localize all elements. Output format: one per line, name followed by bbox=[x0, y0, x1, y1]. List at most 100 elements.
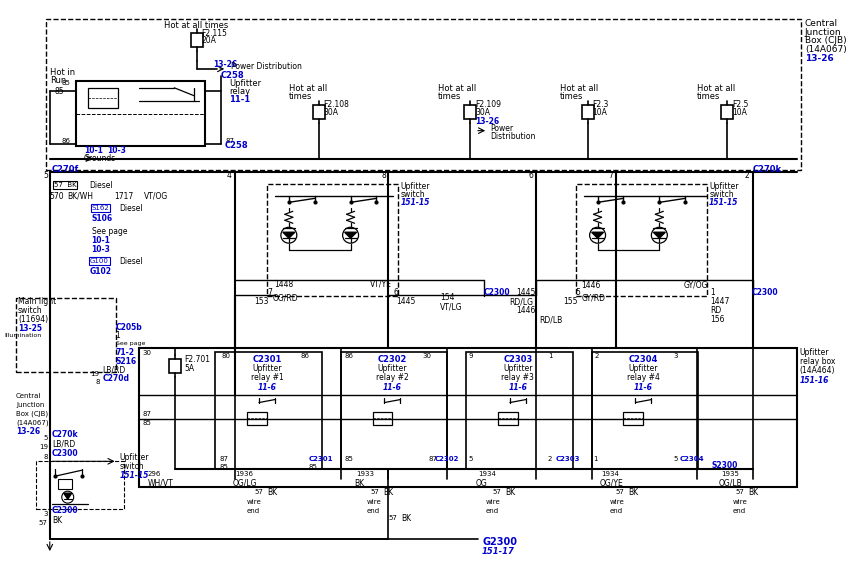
Text: 5: 5 bbox=[673, 456, 678, 462]
Text: C2301: C2301 bbox=[252, 356, 281, 364]
Text: Hot in: Hot in bbox=[50, 68, 75, 78]
Text: C2304: C2304 bbox=[679, 456, 704, 462]
Text: C270d: C270d bbox=[103, 374, 130, 383]
Text: 87: 87 bbox=[225, 138, 234, 144]
Text: (14A464): (14A464) bbox=[799, 366, 835, 375]
Text: 10-1: 10-1 bbox=[84, 146, 103, 155]
Text: F2.5: F2.5 bbox=[732, 100, 748, 109]
Text: relay #3: relay #3 bbox=[502, 373, 534, 382]
Text: Upfitter: Upfitter bbox=[229, 79, 262, 89]
Text: OG/LG: OG/LG bbox=[233, 479, 257, 488]
Text: G100: G100 bbox=[90, 258, 109, 264]
Text: 10-1: 10-1 bbox=[91, 236, 110, 245]
Text: See page: See page bbox=[91, 227, 127, 236]
Text: times: times bbox=[439, 92, 462, 101]
Text: BK: BK bbox=[748, 488, 758, 497]
Text: times: times bbox=[560, 92, 583, 101]
Text: relay box: relay box bbox=[799, 357, 835, 366]
Text: F2.109: F2.109 bbox=[475, 100, 501, 109]
Text: switch: switch bbox=[709, 190, 734, 199]
Text: 151-15: 151-15 bbox=[709, 198, 739, 207]
Text: F2.115: F2.115 bbox=[201, 28, 227, 38]
Text: 3: 3 bbox=[44, 511, 48, 517]
Bar bbox=[139, 348, 797, 487]
Polygon shape bbox=[653, 232, 665, 238]
Text: 87: 87 bbox=[143, 412, 151, 417]
Text: 1: 1 bbox=[593, 456, 598, 462]
Text: C258: C258 bbox=[221, 71, 245, 80]
Text: 13-26: 13-26 bbox=[805, 54, 834, 64]
Text: Diesel: Diesel bbox=[120, 256, 143, 266]
Text: 1933: 1933 bbox=[357, 471, 374, 477]
Text: 8: 8 bbox=[95, 379, 99, 384]
Text: wire: wire bbox=[247, 499, 262, 505]
Text: VT/OG: VT/OG bbox=[144, 192, 168, 201]
Text: 87: 87 bbox=[428, 456, 437, 462]
Bar bbox=[313, 105, 325, 119]
Text: 85: 85 bbox=[143, 420, 151, 427]
Text: 13-26: 13-26 bbox=[213, 60, 238, 69]
Text: G102: G102 bbox=[90, 266, 112, 276]
Text: S162: S162 bbox=[91, 206, 109, 211]
Bar bbox=[373, 412, 392, 426]
Text: BK: BK bbox=[52, 515, 62, 525]
Text: 1447: 1447 bbox=[711, 298, 729, 306]
Text: Distribution: Distribution bbox=[490, 132, 535, 141]
Bar bbox=[88, 88, 117, 108]
Text: end: end bbox=[247, 508, 260, 514]
Text: relay: relay bbox=[229, 87, 251, 96]
Text: 11-6: 11-6 bbox=[509, 383, 528, 392]
Bar bbox=[581, 105, 593, 119]
Text: BK/WH: BK/WH bbox=[68, 192, 94, 201]
Text: wire: wire bbox=[486, 499, 501, 505]
Text: 13-26: 13-26 bbox=[475, 117, 499, 126]
Text: Upfitter: Upfitter bbox=[799, 348, 829, 357]
Text: F2.701: F2.701 bbox=[185, 356, 210, 364]
Text: 1446: 1446 bbox=[516, 306, 536, 316]
Polygon shape bbox=[64, 493, 72, 499]
Text: 3: 3 bbox=[673, 353, 678, 359]
Text: 5A: 5A bbox=[185, 364, 194, 373]
Text: F2.3: F2.3 bbox=[593, 100, 609, 109]
Text: OG/LB: OG/LB bbox=[719, 479, 743, 488]
Text: 86: 86 bbox=[301, 353, 310, 359]
Bar bbox=[340, 352, 447, 469]
Text: 10A: 10A bbox=[593, 108, 608, 117]
Text: times: times bbox=[697, 92, 721, 101]
Bar bbox=[247, 412, 267, 426]
Text: (11694): (11694) bbox=[18, 316, 48, 324]
Text: S216: S216 bbox=[115, 357, 137, 366]
Text: 1448: 1448 bbox=[274, 280, 293, 288]
Text: 1: 1 bbox=[548, 353, 552, 359]
Text: 11-6: 11-6 bbox=[634, 383, 653, 392]
Text: Central: Central bbox=[16, 393, 41, 398]
Text: Hot at all: Hot at all bbox=[560, 85, 598, 93]
Text: Central: Central bbox=[805, 19, 838, 28]
Text: end: end bbox=[610, 508, 622, 514]
Text: 8: 8 bbox=[381, 171, 386, 180]
Bar bbox=[192, 33, 203, 47]
Text: BK: BK bbox=[505, 488, 515, 497]
Text: 86: 86 bbox=[62, 138, 71, 144]
Text: Junction: Junction bbox=[805, 28, 841, 36]
Text: 1936: 1936 bbox=[235, 471, 253, 477]
Text: 7: 7 bbox=[267, 288, 272, 298]
Text: 57: 57 bbox=[370, 489, 380, 495]
Text: F2.108: F2.108 bbox=[324, 100, 350, 109]
Text: 1717: 1717 bbox=[115, 192, 133, 201]
Text: 151-15: 151-15 bbox=[400, 198, 430, 207]
Text: 13-25: 13-25 bbox=[18, 324, 42, 334]
Text: OG/RD: OG/RD bbox=[273, 294, 298, 302]
Text: G2300: G2300 bbox=[482, 537, 517, 547]
Polygon shape bbox=[283, 232, 295, 238]
Text: Hot at all: Hot at all bbox=[697, 85, 735, 93]
Text: (14A067): (14A067) bbox=[805, 46, 846, 54]
Text: 1934: 1934 bbox=[602, 471, 620, 477]
Text: 5: 5 bbox=[44, 435, 48, 441]
Text: C2302: C2302 bbox=[378, 356, 407, 364]
Text: 6: 6 bbox=[529, 171, 534, 180]
Text: 5: 5 bbox=[43, 171, 48, 180]
Bar bbox=[36, 461, 123, 509]
Text: Power Distribution: Power Distribution bbox=[231, 63, 302, 71]
Text: 1934: 1934 bbox=[478, 471, 496, 477]
